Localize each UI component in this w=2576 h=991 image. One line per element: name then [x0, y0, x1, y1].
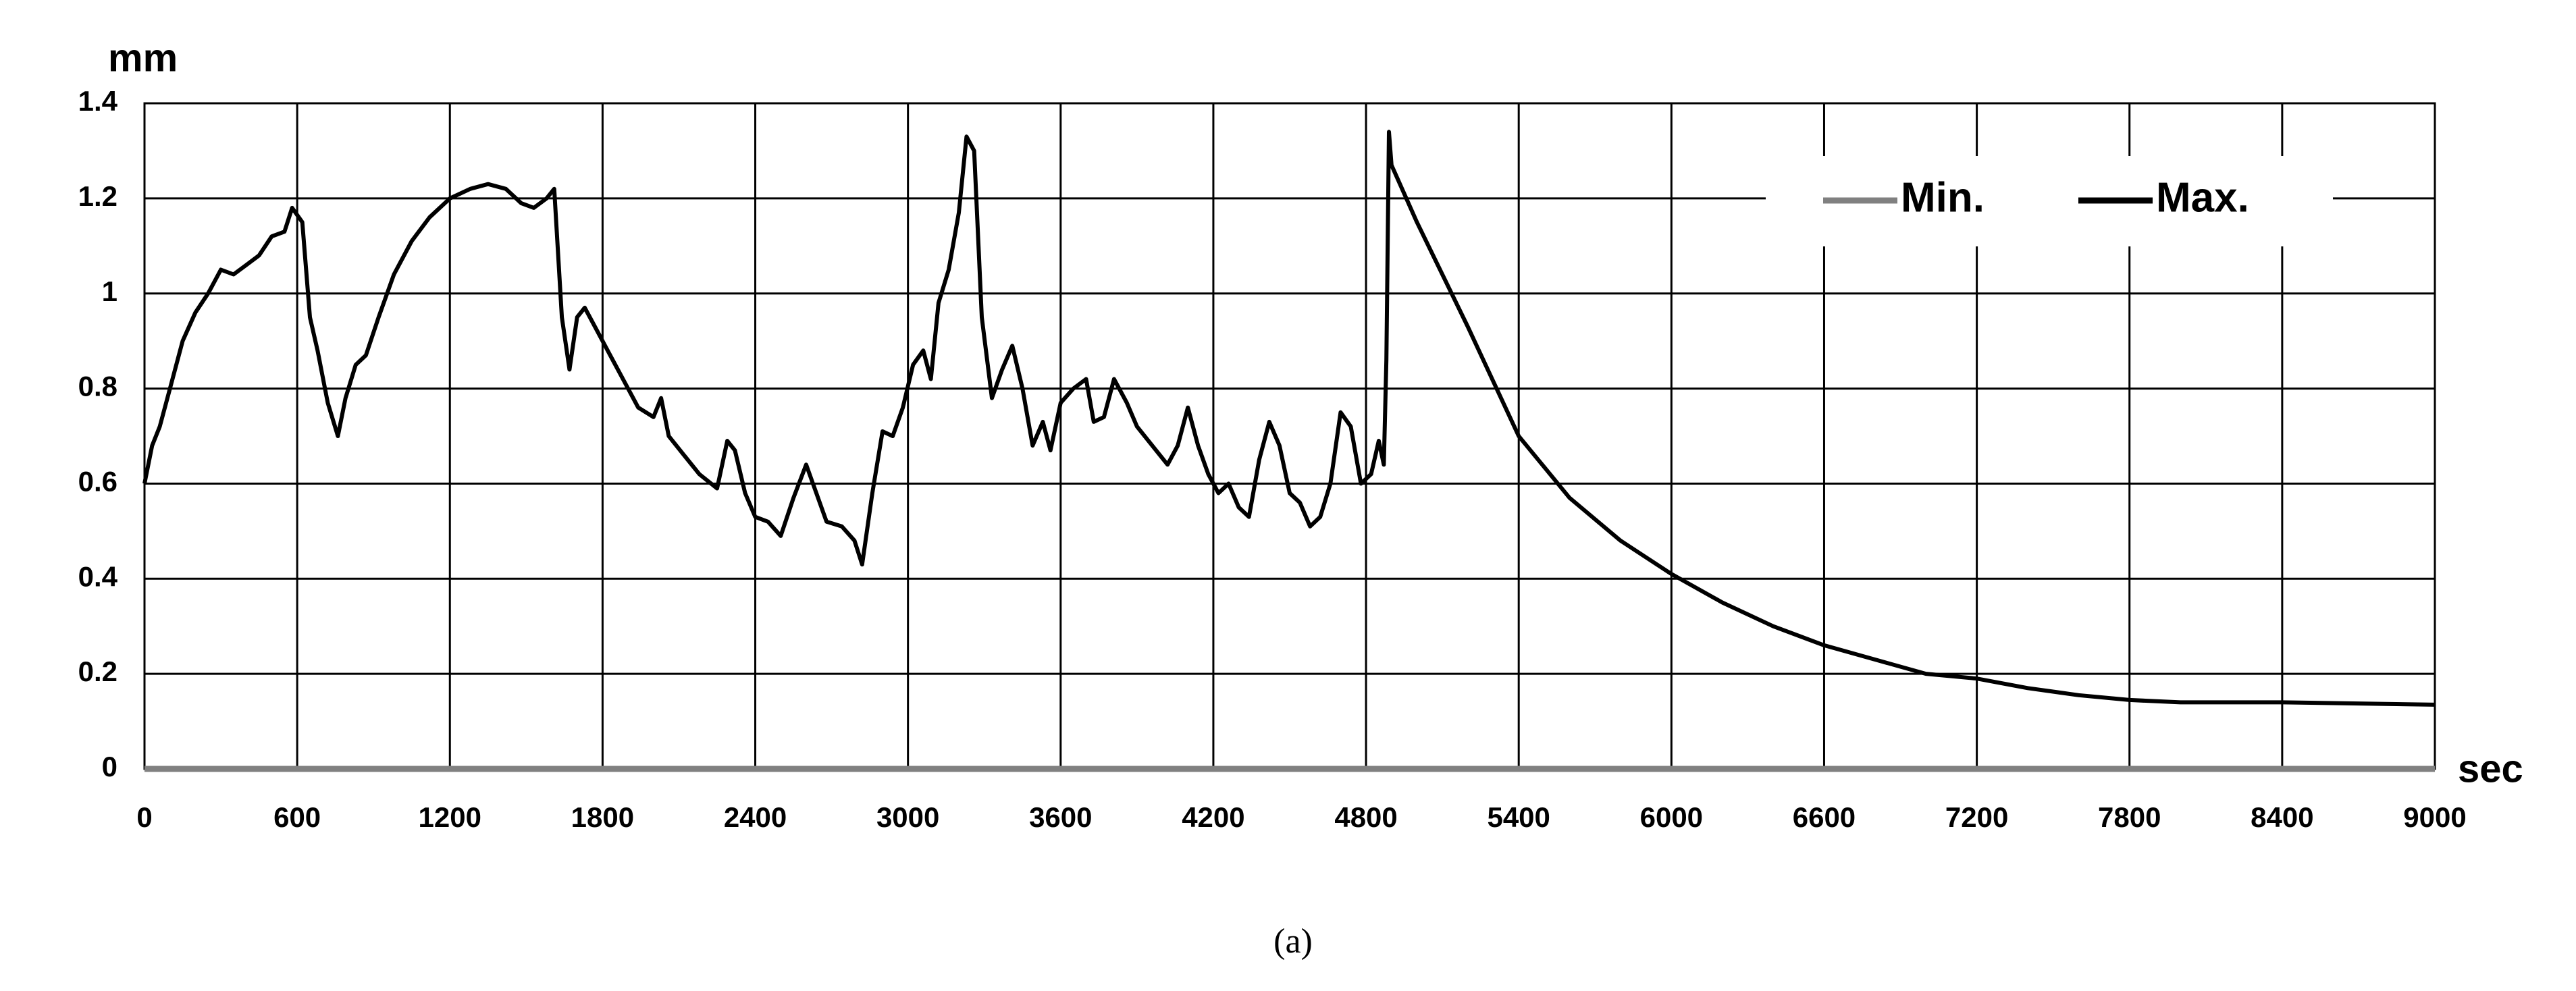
- legend-label: Min.: [1901, 174, 1984, 221]
- x-tick-label: 9000: [2403, 801, 2466, 833]
- caption: (a): [1273, 922, 1313, 961]
- x-tick-label: 0: [136, 801, 152, 833]
- y-tick-label: 0: [102, 751, 117, 782]
- x-tick-label: 3000: [876, 801, 939, 833]
- y-tick-label: 1.4: [78, 85, 118, 117]
- x-tick-label: 4200: [1182, 801, 1244, 833]
- y-tick-label: 0.4: [78, 560, 118, 592]
- y-tick-label: 0.8: [78, 371, 117, 402]
- y-tick-label: 0.6: [78, 466, 117, 498]
- x-tick-label: 1800: [571, 801, 634, 833]
- x-tick-label: 600: [273, 801, 321, 833]
- x-tick-label: 8400: [2251, 801, 2313, 833]
- x-tick-label: 5400: [1487, 801, 1550, 833]
- x-tick-label: 7800: [2098, 801, 2161, 833]
- x-axis-label: sec: [2458, 747, 2523, 791]
- y-tick-label: 1: [102, 275, 117, 307]
- x-tick-label: 3600: [1029, 801, 1092, 833]
- x-tick-label: 1200: [419, 801, 481, 833]
- x-tick-label: 4800: [1334, 801, 1397, 833]
- data-line: [142, 130, 2436, 707]
- legend-label: Max.: [2156, 174, 2249, 221]
- y-tick-label: 1.2: [78, 180, 117, 212]
- y-axis-label: mm: [108, 36, 178, 80]
- x-tick-label: 6000: [1640, 801, 1703, 833]
- y-tick-label: 0.2: [78, 655, 117, 687]
- x-tick-label: 7200: [1945, 801, 2008, 833]
- x-tick-label: 2400: [724, 801, 787, 833]
- x-tick-label: 6600: [1793, 801, 1856, 833]
